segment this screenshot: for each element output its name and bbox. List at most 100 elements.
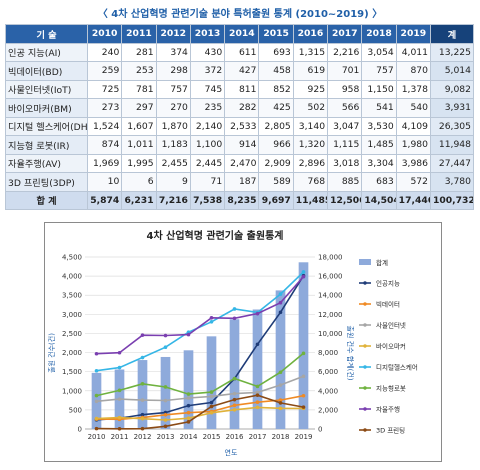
legend-label: 지능형로봇 [376, 384, 406, 393]
series-point [278, 383, 283, 387]
table-cell: 914 [224, 135, 260, 155]
table-cell: 1,100 [189, 135, 226, 155]
footer-cell: 5,874 [86, 190, 123, 210]
series-point [186, 420, 191, 424]
table-cell: 1,995 [121, 153, 157, 173]
series-point [278, 292, 283, 296]
series-point [163, 385, 168, 389]
row-total: 27,447 [430, 153, 474, 173]
table-cell: 572 [395, 172, 432, 192]
bar-total [160, 356, 171, 429]
row-total: 11,948 [430, 135, 474, 155]
series-point [232, 403, 237, 408]
table-row: 빅데이터(BD) 259 253 298 372 427 458 619 701 757 870 5,… [5, 61, 474, 81]
y-left-tick-label: 2,500 [62, 330, 82, 338]
table-cell: 874 [86, 135, 123, 155]
series-point [301, 270, 306, 274]
table-cell: 2,470 [224, 153, 260, 173]
y-right-tick-label: 8,000 [318, 349, 338, 357]
footer-label: 합 계 [5, 190, 88, 210]
header-year-2011: 2011 [121, 24, 157, 44]
series-point [186, 396, 191, 400]
series-point [140, 398, 145, 402]
series-point [278, 401, 283, 405]
series-point [255, 384, 260, 389]
header-year-2013: 2013 [189, 24, 226, 44]
series-point [232, 316, 237, 321]
table-cell: 958 [327, 79, 363, 99]
legend-swatch-marker [363, 344, 367, 348]
table-cell: 1,969 [86, 153, 123, 173]
table-cell: 1,315 [292, 42, 329, 62]
table-row: 자율주행(AV) 1,969 1,995 2,455 2,445 2,470 2,909 2,… [5, 153, 474, 173]
table-cell: 6 [121, 172, 157, 192]
x-axis-title: 연도 [225, 449, 238, 457]
row-label: 인공 지능(AI) [5, 42, 88, 62]
header-year-2018: 2018 [361, 24, 397, 44]
footer-cell: 8,235 [224, 190, 260, 210]
table-cell: 2,896 [292, 153, 329, 173]
row-label: 자율주행(AV) [5, 153, 88, 173]
x-tick-label: 2017 [249, 433, 267, 441]
table-cell: 1,485 [361, 135, 397, 155]
y-left-tick-label: 500 [69, 406, 82, 414]
series-point [209, 404, 214, 409]
series-point [117, 426, 122, 431]
table-cell: 2,445 [189, 153, 226, 173]
table-row: 지능형 로봇(IR) 874 1,011 1,183 1,100 914 966 1,320 1… [5, 135, 474, 155]
table-cell: 768 [292, 172, 329, 192]
table-row: 인공 지능(AI) 240 281 374 430 611 693 1,315 2,216 3,0… [5, 42, 474, 62]
y-right-tick-label: 2,000 [318, 406, 338, 414]
series-point [186, 332, 191, 337]
table-cell: 71 [189, 172, 226, 192]
legend-swatch-marker [363, 428, 367, 432]
y-left-tick-label: 1,000 [62, 387, 82, 395]
series-point [117, 365, 122, 370]
table-cell: 683 [361, 172, 397, 192]
table-footer-row: 합 계 5,874 6,231 7,216 7,538 8,235 9,697 … [5, 190, 474, 210]
table-row: 디지털 헬스케어(DH) 1,524 1,607 1,870 2,140 2,533 2,8… [5, 116, 474, 136]
table-cell: 4,109 [395, 116, 432, 136]
bar-total [252, 309, 263, 429]
series-point [301, 374, 306, 379]
table-cell: 2,909 [258, 153, 294, 173]
table-cell: 4,011 [395, 42, 432, 62]
legend-swatch-marker [363, 365, 367, 369]
y-right-tick-label: 12,000 [318, 311, 343, 319]
legend-swatch-bar [359, 259, 371, 265]
legend-label: 인공지능 [376, 279, 400, 288]
footer-cell: 7,216 [155, 190, 191, 210]
table-cell: 2,216 [327, 42, 363, 62]
series-point [140, 412, 145, 417]
bar-total [137, 360, 148, 429]
table-cell: 757 [361, 61, 397, 81]
table-cell: 566 [327, 98, 363, 118]
series-point [140, 416, 145, 421]
series-point [94, 399, 99, 404]
bar-total [206, 336, 217, 429]
series-point [255, 405, 260, 410]
header-total: 계 [430, 24, 474, 44]
table-cell: 282 [224, 98, 260, 118]
series-point [209, 410, 214, 415]
table-cell: 811 [224, 79, 260, 99]
table-cell: 1,378 [395, 79, 432, 99]
legend-label: 바이오마커 [376, 342, 406, 351]
x-tick-label: 2014 [180, 433, 198, 441]
series-point [94, 393, 99, 398]
series-point [117, 350, 122, 355]
series-point [140, 381, 145, 386]
page-title: 〈 4차 산업혁명 관련기술 분야 특허출원 통계 (2010~2019) 〉 [97, 9, 383, 20]
x-tick-label: 2015 [203, 433, 221, 441]
y-axis-right-title: 출원 건수 합계(건) [346, 326, 355, 381]
series-point [163, 345, 168, 350]
series-line [96, 271, 305, 372]
x-tick-label: 2016 [226, 433, 244, 441]
row-total: 3,780 [430, 172, 474, 192]
table-cell: 2,140 [189, 116, 226, 136]
series-point [301, 393, 306, 398]
table-cell: 458 [258, 61, 294, 81]
table-cell: 1,011 [121, 135, 157, 155]
table-cell: 701 [327, 61, 363, 81]
series-point [209, 394, 214, 399]
